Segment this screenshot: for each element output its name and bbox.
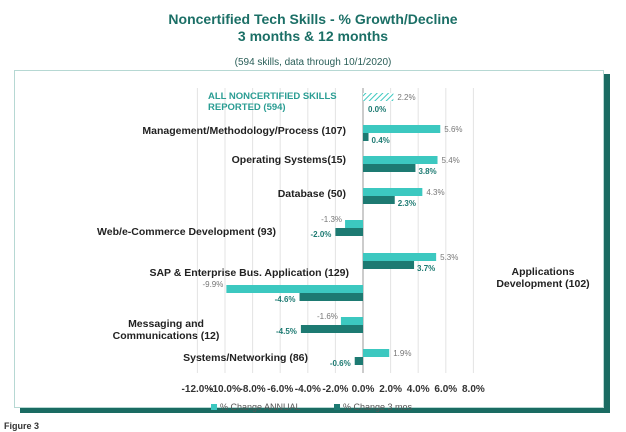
category-label: Operating Systems(15) [232, 154, 346, 166]
bar-3mo [335, 228, 363, 236]
chart-subtitle-line: 3 months & 12 months [237, 28, 389, 44]
value-label-annual: -1.6% [317, 312, 338, 321]
bar-3mo [363, 261, 415, 269]
bar-3mo [363, 133, 369, 141]
category-label: Applications [511, 266, 574, 278]
legend-label-annual: % Change ANNUAL [220, 402, 301, 412]
data-note: (594 skills, data through 10/1/2020) [234, 57, 392, 68]
legend-swatch-3mo [334, 404, 340, 410]
x-tick-label: 2.0% [379, 384, 402, 395]
bar-annual [363, 188, 423, 196]
bar-3mo [300, 325, 363, 333]
x-tick-label: -12.0% [182, 384, 214, 395]
x-tick-label: -10.0% [209, 384, 241, 395]
bar-annual [363, 349, 390, 357]
category-label: Database (50) [278, 188, 346, 200]
category-label: ALL NONCERTIFIED SKILLS [208, 91, 337, 102]
value-label-3mo: -4.6% [275, 295, 296, 304]
value-label-3mo: 0.4% [372, 136, 390, 145]
value-label-3mo: 3.7% [417, 264, 435, 273]
x-tick-label: 0.0% [352, 384, 375, 395]
value-label-3mo: 3.8% [418, 167, 436, 176]
category-label: Messaging and [128, 318, 204, 330]
x-tick-label: 8.0% [462, 384, 485, 395]
x-tick-label: -2.0% [322, 384, 348, 395]
category-label: SAP & Enterprise Bus. Application (129) [149, 267, 349, 279]
legend-swatch-annual [211, 404, 217, 410]
bar-annual [340, 317, 363, 325]
category-label: REPORTED (594) [208, 102, 286, 113]
bar-3mo [363, 164, 416, 172]
category-label: Web/e-Commerce Development (93) [97, 226, 276, 238]
value-label-annual: 5.4% [442, 156, 460, 165]
x-tick-label: -8.0% [240, 384, 266, 395]
bar-annual [363, 156, 438, 164]
category-label: Systems/Networking (86) [183, 352, 308, 364]
x-tick-label: 6.0% [434, 384, 457, 395]
figure-label: Figure 3 [4, 421, 40, 431]
chart-panel [14, 70, 604, 408]
bar-annual [363, 93, 394, 101]
value-label-3mo: -4.5% [276, 327, 297, 336]
value-label-3mo: -0.6% [330, 359, 351, 368]
x-tick-label: -4.0% [295, 384, 321, 395]
value-label-annual: 5.6% [444, 125, 462, 134]
value-label-annual: -1.3% [321, 215, 342, 224]
value-label-3mo: 2.3% [398, 199, 416, 208]
category-label: Development (102) [496, 278, 589, 290]
bar-3mo [354, 357, 363, 365]
bar-annual [363, 125, 441, 133]
category-label: Management/Methodology/Process (107) [142, 125, 346, 137]
legend-label-3mo: % Change 3 mos [343, 402, 413, 412]
chart-title: Noncertified Tech Skills - % Growth/Decl… [168, 11, 458, 27]
value-label-annual: 5.3% [440, 253, 458, 262]
x-tick-label: 4.0% [407, 384, 430, 395]
value-label-annual: 2.2% [397, 93, 415, 102]
bar-3mo [363, 196, 395, 204]
bar-annual [345, 220, 363, 228]
bar-3mo [299, 293, 363, 301]
value-label-3mo: -2.0% [310, 230, 331, 239]
bar-annual [363, 253, 437, 261]
x-tick-label: -6.0% [267, 384, 293, 395]
value-label-annual: 4.3% [426, 188, 444, 197]
value-label-3mo: 0.0% [368, 105, 386, 114]
value-label-annual: 1.9% [393, 349, 411, 358]
value-label-annual: -9.9% [202, 280, 223, 289]
bar-annual [226, 285, 363, 293]
category-label: Communications (12) [113, 330, 220, 342]
